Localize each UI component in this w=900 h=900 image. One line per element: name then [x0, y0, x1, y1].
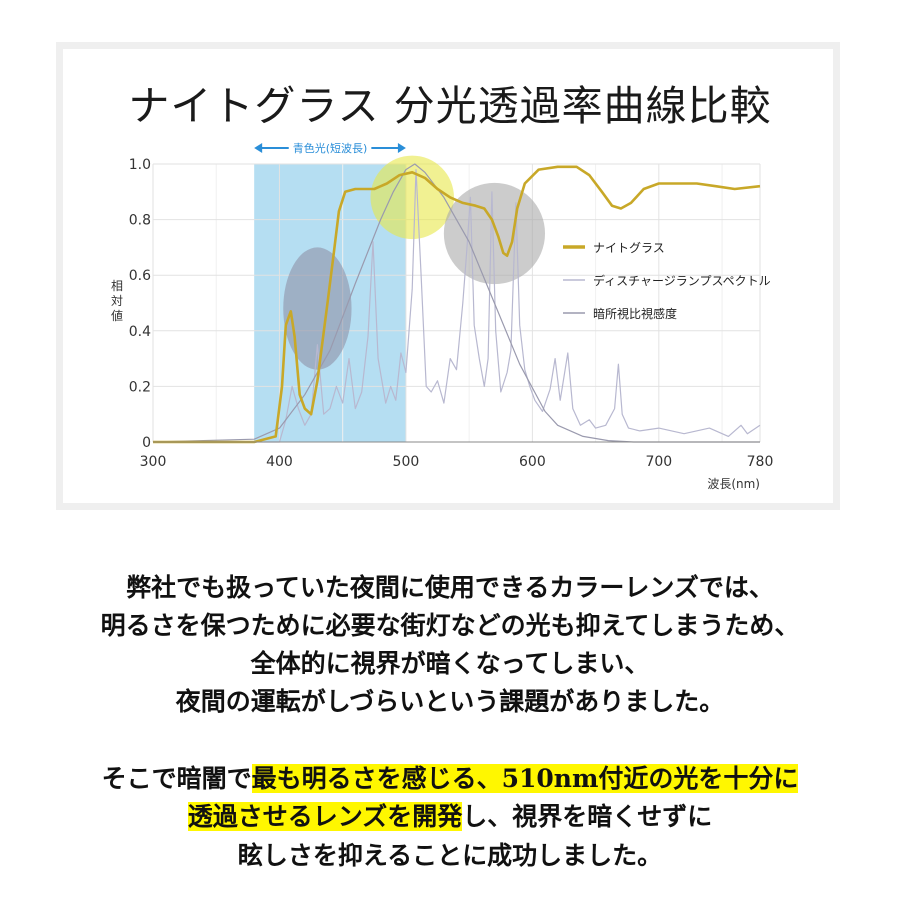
paragraph-1-line-2: 明るさを保つために必要な街灯などの光も抑えてしまうため、 — [100, 611, 800, 640]
legend-label: ディスチャージランプスペクトル — [593, 273, 771, 288]
legend-label: 暗所視比視感度 — [593, 306, 677, 321]
paragraph-1-line-4: 夜間の運転がしづらいという課題がありました。 — [175, 687, 725, 716]
spectral-chart: 青色光(短波長) 300 400 500 600 700 780 0 0.2 0.4 0.6 0.8… — [111, 140, 774, 491]
y-tick-label: 0.4 — [129, 324, 151, 340]
series-line-2 — [152, 163, 760, 443]
band-arrow-right-head — [397, 143, 406, 153]
paragraph-2-line-2: 透過させるレンズを開発し、視界を暗くせずに — [0, 797, 900, 833]
y-axis-label-char: 対 — [111, 294, 123, 308]
series-line-0 — [153, 165, 761, 444]
x-tick-label: 600 — [519, 454, 546, 470]
y-axis-label-char: 相 — [111, 279, 123, 293]
paragraph-2-line-1: そこで暗闇で最も明るさを感じる、510nm付近の光を十分に — [0, 759, 900, 795]
legend-label: ナイトグラス — [593, 241, 665, 255]
band-label: 青色光(短波長) — [293, 141, 368, 155]
p2-line2-highlight: 透過させるレンズを開発 — [187, 802, 463, 831]
y-axis-label-char: 値 — [111, 308, 123, 323]
y-tick-label: 1.0 — [129, 157, 151, 173]
paragraph-2-line-3: 眩しさを抑えることに成功しました。 — [237, 841, 663, 870]
y-tick-label: 0.2 — [129, 379, 151, 395]
p2-line1-highlight: 最も明るさを感じる、510nm付近の光を十分に — [251, 764, 799, 793]
y-tick-label: 0.6 — [129, 268, 151, 284]
x-tick-label: 500 — [393, 454, 420, 470]
highlight-circle — [370, 155, 454, 240]
chart-frame — [56, 42, 840, 510]
band-label-bg — [288, 140, 372, 156]
y-tick-label: 0 — [142, 435, 151, 451]
paragraph-1-line-1: 弊社でも扱っていた夜間に使用できるカラーレンズでは、 — [126, 573, 774, 602]
x-tick-label: 700 — [645, 454, 672, 470]
y-tick-label: 0.8 — [129, 213, 151, 229]
x-tick-label: 780 — [747, 454, 774, 470]
band-arrow-left-head — [254, 143, 263, 153]
x-tick-label: 400 — [266, 454, 293, 470]
series-line-1 — [153, 169, 761, 443]
chart-title: ナイトグラス 分光透過率曲線比較 — [128, 82, 772, 130]
x-axis-label: 波長(nm) — [707, 477, 760, 491]
paragraph-1-line-3: 全体的に視界が暗くなってしまい、 — [250, 649, 650, 678]
x-tick-label: 300 — [140, 454, 167, 470]
p2-line1-pre: そこで暗闇で — [101, 764, 252, 793]
p2-line2-post: し、視界を暗くせずに — [462, 802, 713, 831]
